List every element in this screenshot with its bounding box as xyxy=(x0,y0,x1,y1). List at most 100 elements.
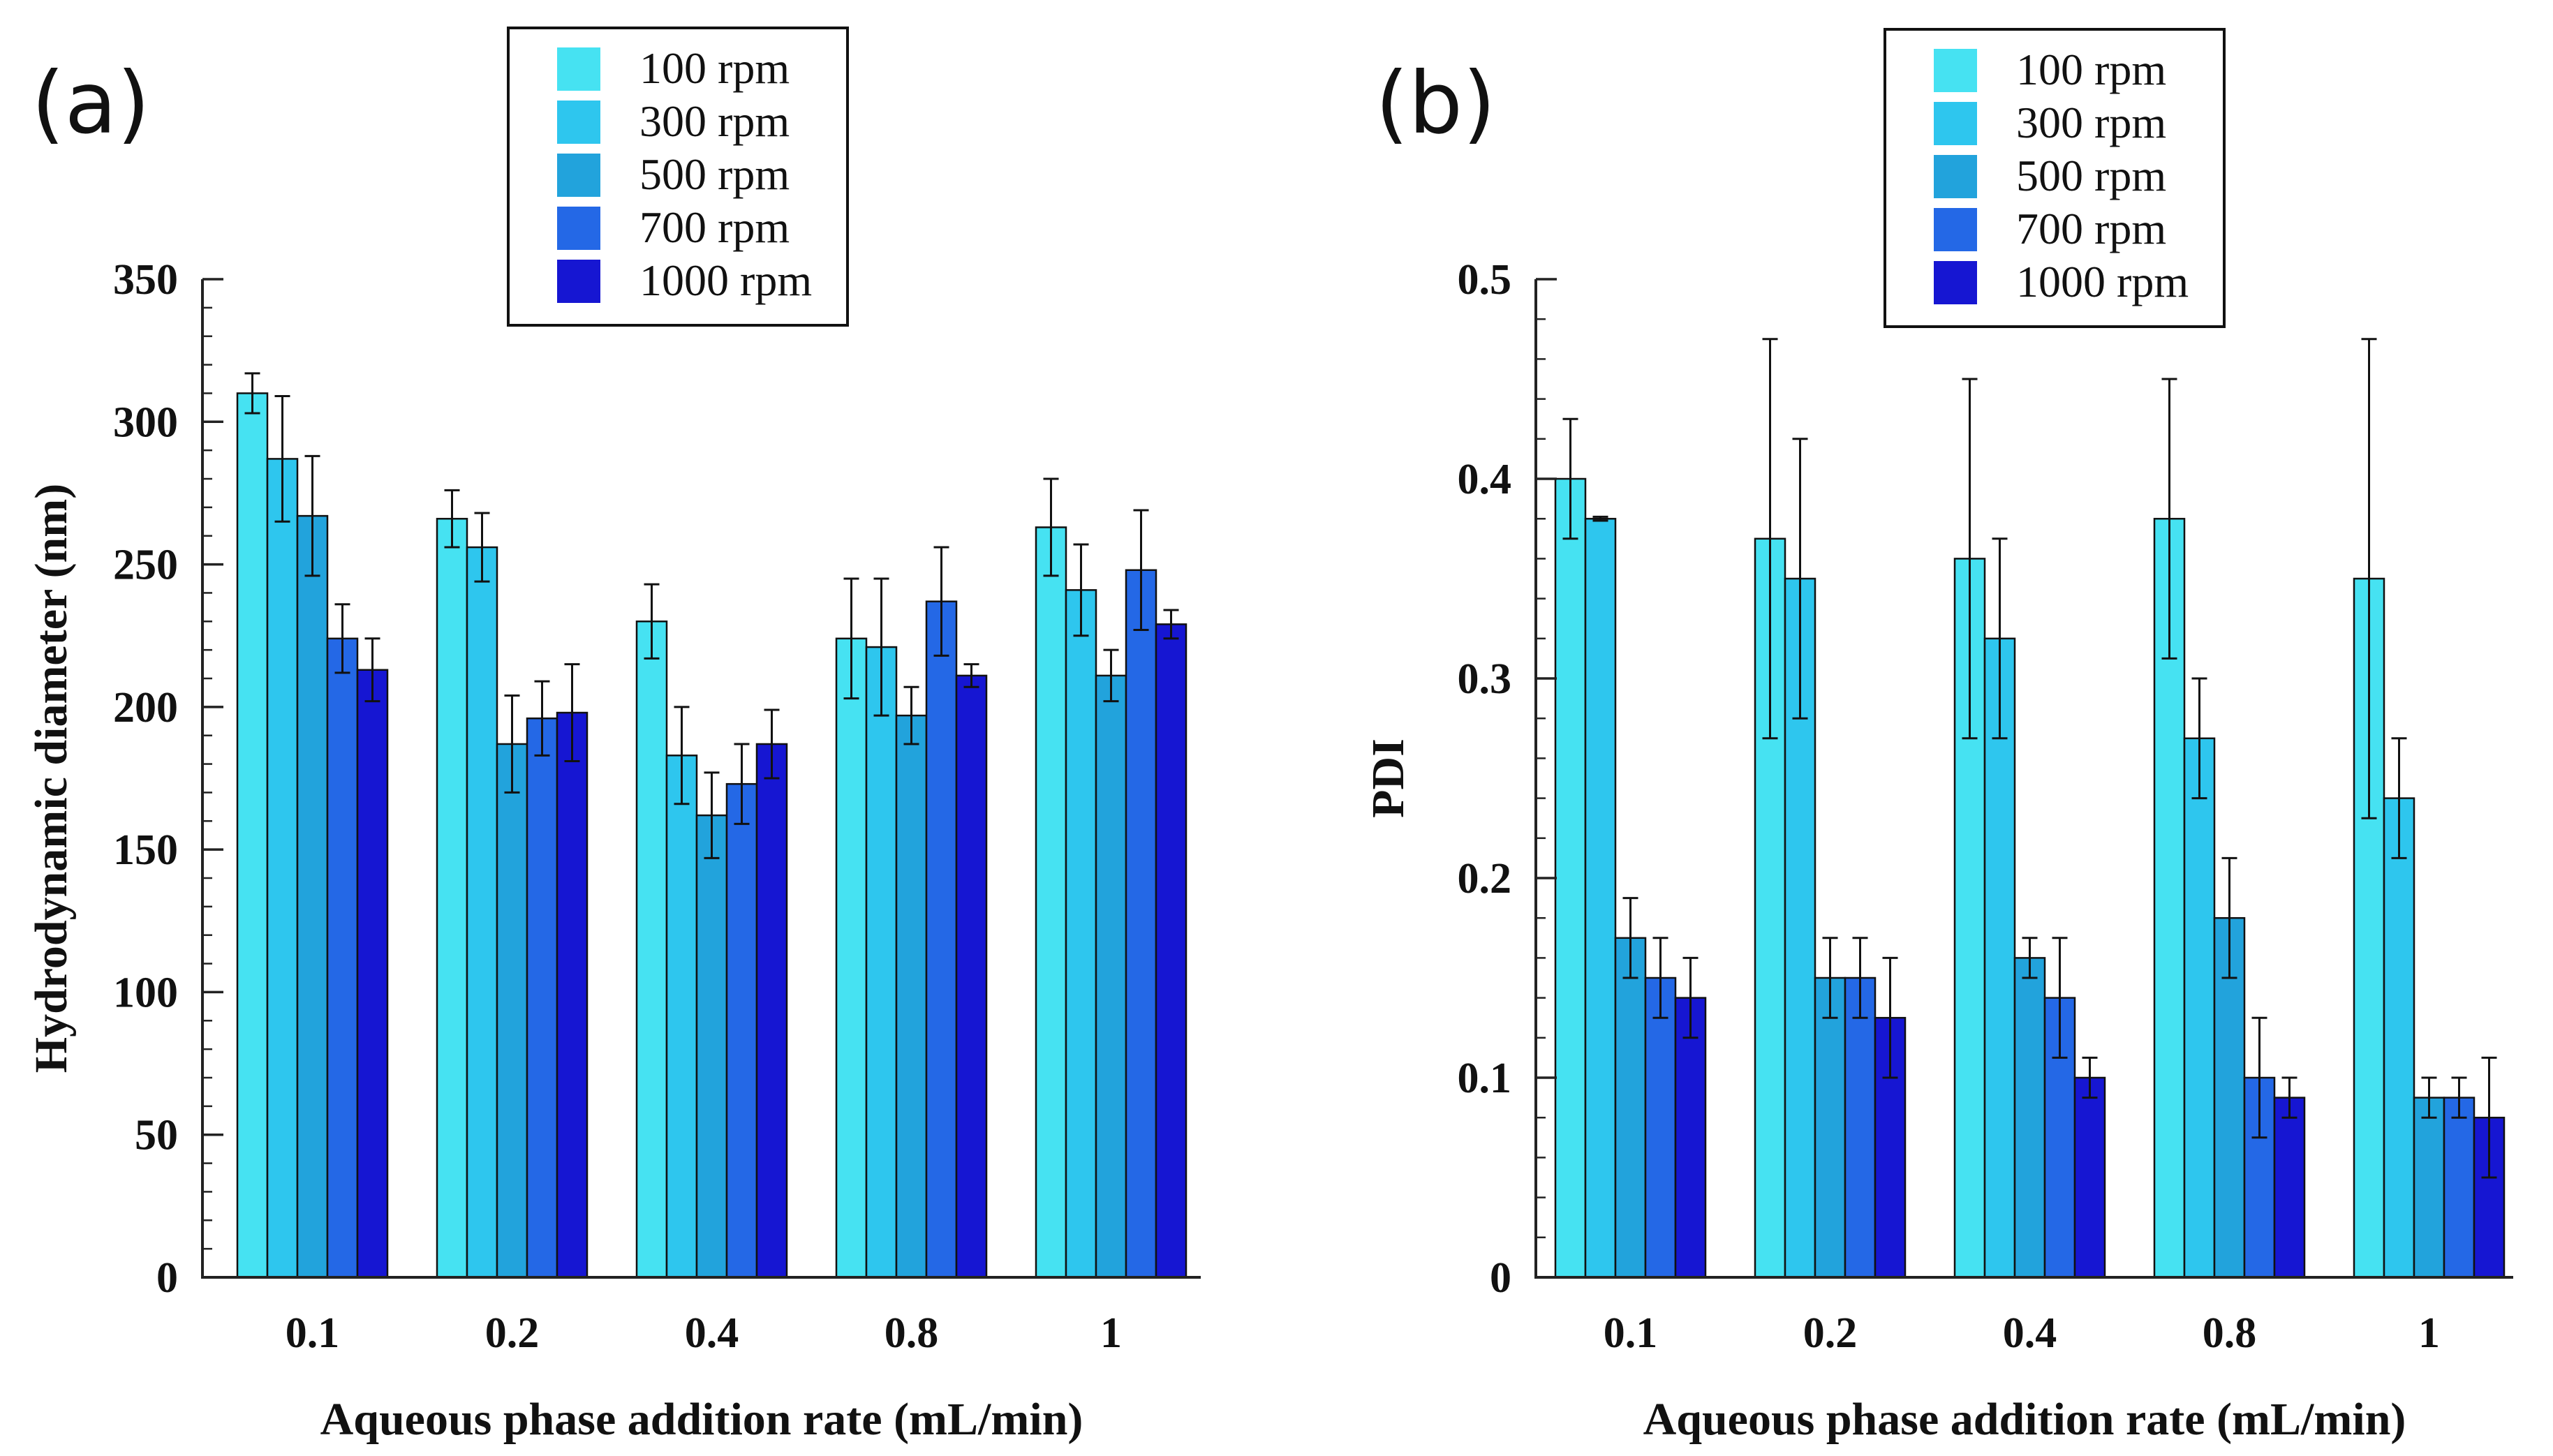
panel-a-bar-0_1-500-rpm xyxy=(296,514,329,1279)
panel-a-bar-0_8-100-rpm xyxy=(835,637,868,1279)
panel-a-bar-0_4-700-rpm xyxy=(725,782,758,1279)
panel-a-errorbar-0_4-500-rpm xyxy=(704,771,720,859)
panel-a-ytick-label: 350 xyxy=(113,256,178,304)
panel-a-errorbar-0_2-300-rpm xyxy=(474,512,490,583)
panel-a-errorbar-0_1-300-rpm xyxy=(274,395,290,523)
panel-a-bar-0_1-700-rpm xyxy=(326,637,359,1279)
panel-a-xtick-label: 0.1 xyxy=(286,1309,340,1357)
panel-b-errorbar-0_2-500-rpm xyxy=(1822,937,1838,1019)
panel-b-bar-1-500-rpm xyxy=(2413,1097,2445,1279)
panel-b-errorbar-1-100-rpm xyxy=(2361,338,2377,819)
panel-b-xtick-label: 0.2 xyxy=(1803,1309,1858,1357)
panel-a-errorbar-0_4-700-rpm xyxy=(734,743,750,825)
panel-b-errorbar-0_4-300-rpm xyxy=(1992,537,2008,740)
panel-b-ytick-label: 0.1 xyxy=(1458,1055,1512,1102)
panel-b-bar-0_4-1000-rpm xyxy=(2073,1076,2106,1279)
panel-b-xtick-label: 0.8 xyxy=(2203,1309,2257,1357)
panel-b-errorbar-0_1-500-rpm xyxy=(1622,897,1638,979)
panel-b-bar-1-300-rpm xyxy=(2383,797,2415,1279)
panel-a-errorbar-0_8-700-rpm xyxy=(933,546,949,657)
panel-a-bar-0_4-1000-rpm xyxy=(755,743,788,1279)
legend-label-1000-rpm: 1000 rpm xyxy=(639,255,812,305)
panel-a-bar-0_2-300-rpm xyxy=(466,546,498,1279)
panel-b-chart: (b) 0.1 0.2 0.4 0.8 1 0 0.1 0.2 0.3 0.4 0.5 Aqueous … xyxy=(1363,28,2513,1445)
panel-a-ytick-label: 0 xyxy=(156,1254,178,1302)
panel-b-errorbar-1-500-rpm xyxy=(2421,1076,2437,1119)
panel-b-ytick-label: 0.5 xyxy=(1458,256,1512,304)
panel-a-xtick-label: 1 xyxy=(1100,1309,1122,1357)
panel-b-label: (b) xyxy=(1375,54,1496,153)
panel-b-xtick-label: 0.4 xyxy=(2003,1309,2057,1357)
panel-b-errorbar-0_2-700-rpm xyxy=(1852,937,1868,1019)
legend-swatch-1000-rpm xyxy=(557,260,600,303)
panel-b-ytick-label: 0.2 xyxy=(1458,855,1512,902)
panel-a-ytick-label: 200 xyxy=(113,684,178,731)
panel-b-bar-0_1-300-rpm xyxy=(1584,517,1617,1279)
panel-b-bar-1-700-rpm xyxy=(2443,1097,2476,1279)
panel-b-errorbar-0_1-1000-rpm xyxy=(1682,956,1699,1039)
panel-a-errorbar-1-700-rpm xyxy=(1133,509,1149,632)
panel-b-errorbar-0_1-700-rpm xyxy=(1652,937,1668,1019)
panel-b-errorbar-0_1-300-rpm xyxy=(1592,515,1608,522)
panel-a-chart: (a) 0.1 0.2 0.4 0.8 1 0 50 100 150 200 250 300 350 Aqu… xyxy=(26,27,1201,1445)
legend-label-700-rpm: 700 rpm xyxy=(639,202,790,252)
panel-b-errorbar-0_8-700-rpm xyxy=(2251,1016,2267,1139)
panel-b-bar-0_1-700-rpm xyxy=(1644,976,1677,1279)
panel-a-bar-0_8-1000-rpm xyxy=(955,674,988,1279)
panel-a-errorbar-1-500-rpm xyxy=(1103,648,1119,703)
panel-a-bar-0_8-500-rpm xyxy=(895,714,928,1279)
panel-a-errorbar-0_1-700-rpm xyxy=(334,603,350,674)
panel-a-errorbar-0_4-100-rpm xyxy=(644,583,660,660)
panel-a-errorbar-1-300-rpm xyxy=(1073,543,1089,637)
legend-swatch-100-rpm xyxy=(557,47,600,91)
panel-a-errorbar-0_4-1000-rpm xyxy=(764,708,780,780)
panel-b-errorbar-0_8-500-rpm xyxy=(2221,856,2237,979)
panel-a-errorbar-1-100-rpm xyxy=(1043,477,1059,577)
panel-a-bar-0_1-1000-rpm xyxy=(356,669,389,1279)
panel-a-bar-0_2-500-rpm xyxy=(496,743,528,1279)
panel-b-y-axis-title: PDI xyxy=(1363,738,1414,818)
legend-swatch-100-rpm xyxy=(1934,49,1977,92)
panel-a-y-axis-title: Hydrodynamic diameter (nm) xyxy=(26,484,77,1074)
panel-b-errorbar-0_4-1000-rpm xyxy=(2082,1056,2098,1099)
panel-b-errorbar-0_8-300-rpm xyxy=(2191,677,2207,800)
panel-b-errorbar-0_2-1000-rpm xyxy=(1882,956,1898,1079)
panel-a-ytick-label: 50 xyxy=(135,1112,178,1159)
panel-a-bar-0_4-300-rpm xyxy=(665,755,698,1279)
panel-a-errorbar-0_2-500-rpm xyxy=(504,694,520,794)
panel-a-bar-0_1-300-rpm xyxy=(266,458,299,1279)
legend-swatch-500-rpm xyxy=(557,154,600,197)
legend-label-300-rpm: 300 rpm xyxy=(639,96,790,146)
panel-b-bar-0_2-500-rpm xyxy=(1814,976,1847,1279)
panel-b-errorbar-0_4-500-rpm xyxy=(2022,937,2038,979)
legend-label-500-rpm: 500 rpm xyxy=(2016,151,2166,200)
legend-label-700-rpm: 700 rpm xyxy=(2016,204,2166,253)
legend-label-1000-rpm: 1000 rpm xyxy=(2016,257,2189,306)
panel-a-ytick-label: 150 xyxy=(113,826,178,874)
panel-a-bar-0_1-100-rpm xyxy=(236,392,269,1279)
panel-a-errorbar-0_1-1000-rpm xyxy=(364,637,380,703)
panel-a-errorbar-0_8-1000-rpm xyxy=(963,663,979,688)
panel-a-errorbar-0_8-100-rpm xyxy=(843,577,859,700)
legend-label-300-rpm: 300 rpm xyxy=(2016,98,2166,147)
panel-b-errorbar-0_4-700-rpm xyxy=(2052,937,2068,1059)
panel-b-bar-0_8-300-rpm xyxy=(2183,737,2216,1279)
panel-a-x-axis-title: Aqueous phase addition rate (mL/min) xyxy=(320,1394,1083,1445)
panel-a-xtick-label: 0.8 xyxy=(885,1309,939,1357)
panel-a-errorbar-0_1-500-rpm xyxy=(304,454,320,577)
panel-a-errorbar-1-1000-rpm xyxy=(1163,609,1179,640)
panel-a-bar-1-500-rpm xyxy=(1095,674,1127,1279)
panel-a-ytick-label: 300 xyxy=(113,399,178,446)
panel-a-bar-1-700-rpm xyxy=(1125,569,1157,1279)
panel-a-ytick-label: 250 xyxy=(113,542,178,589)
panel-b-bar-0_4-500-rpm xyxy=(2013,957,2046,1279)
panel-a-bar-0_4-100-rpm xyxy=(635,621,668,1279)
panel-a-ytick-label: 100 xyxy=(113,969,178,1016)
legend-swatch-300-rpm xyxy=(557,101,600,144)
panel-a-bar-0_8-700-rpm xyxy=(925,600,958,1279)
panel-a-bar-0_2-700-rpm xyxy=(526,717,558,1279)
panel-a-bar-0_4-500-rpm xyxy=(695,814,728,1279)
panel-b-xtick-label: 1 xyxy=(2418,1309,2440,1357)
